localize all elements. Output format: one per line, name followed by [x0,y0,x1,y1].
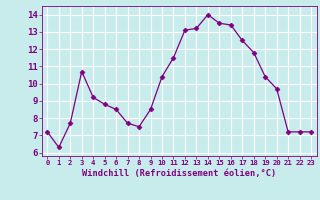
X-axis label: Windchill (Refroidissement éolien,°C): Windchill (Refroidissement éolien,°C) [82,169,276,178]
